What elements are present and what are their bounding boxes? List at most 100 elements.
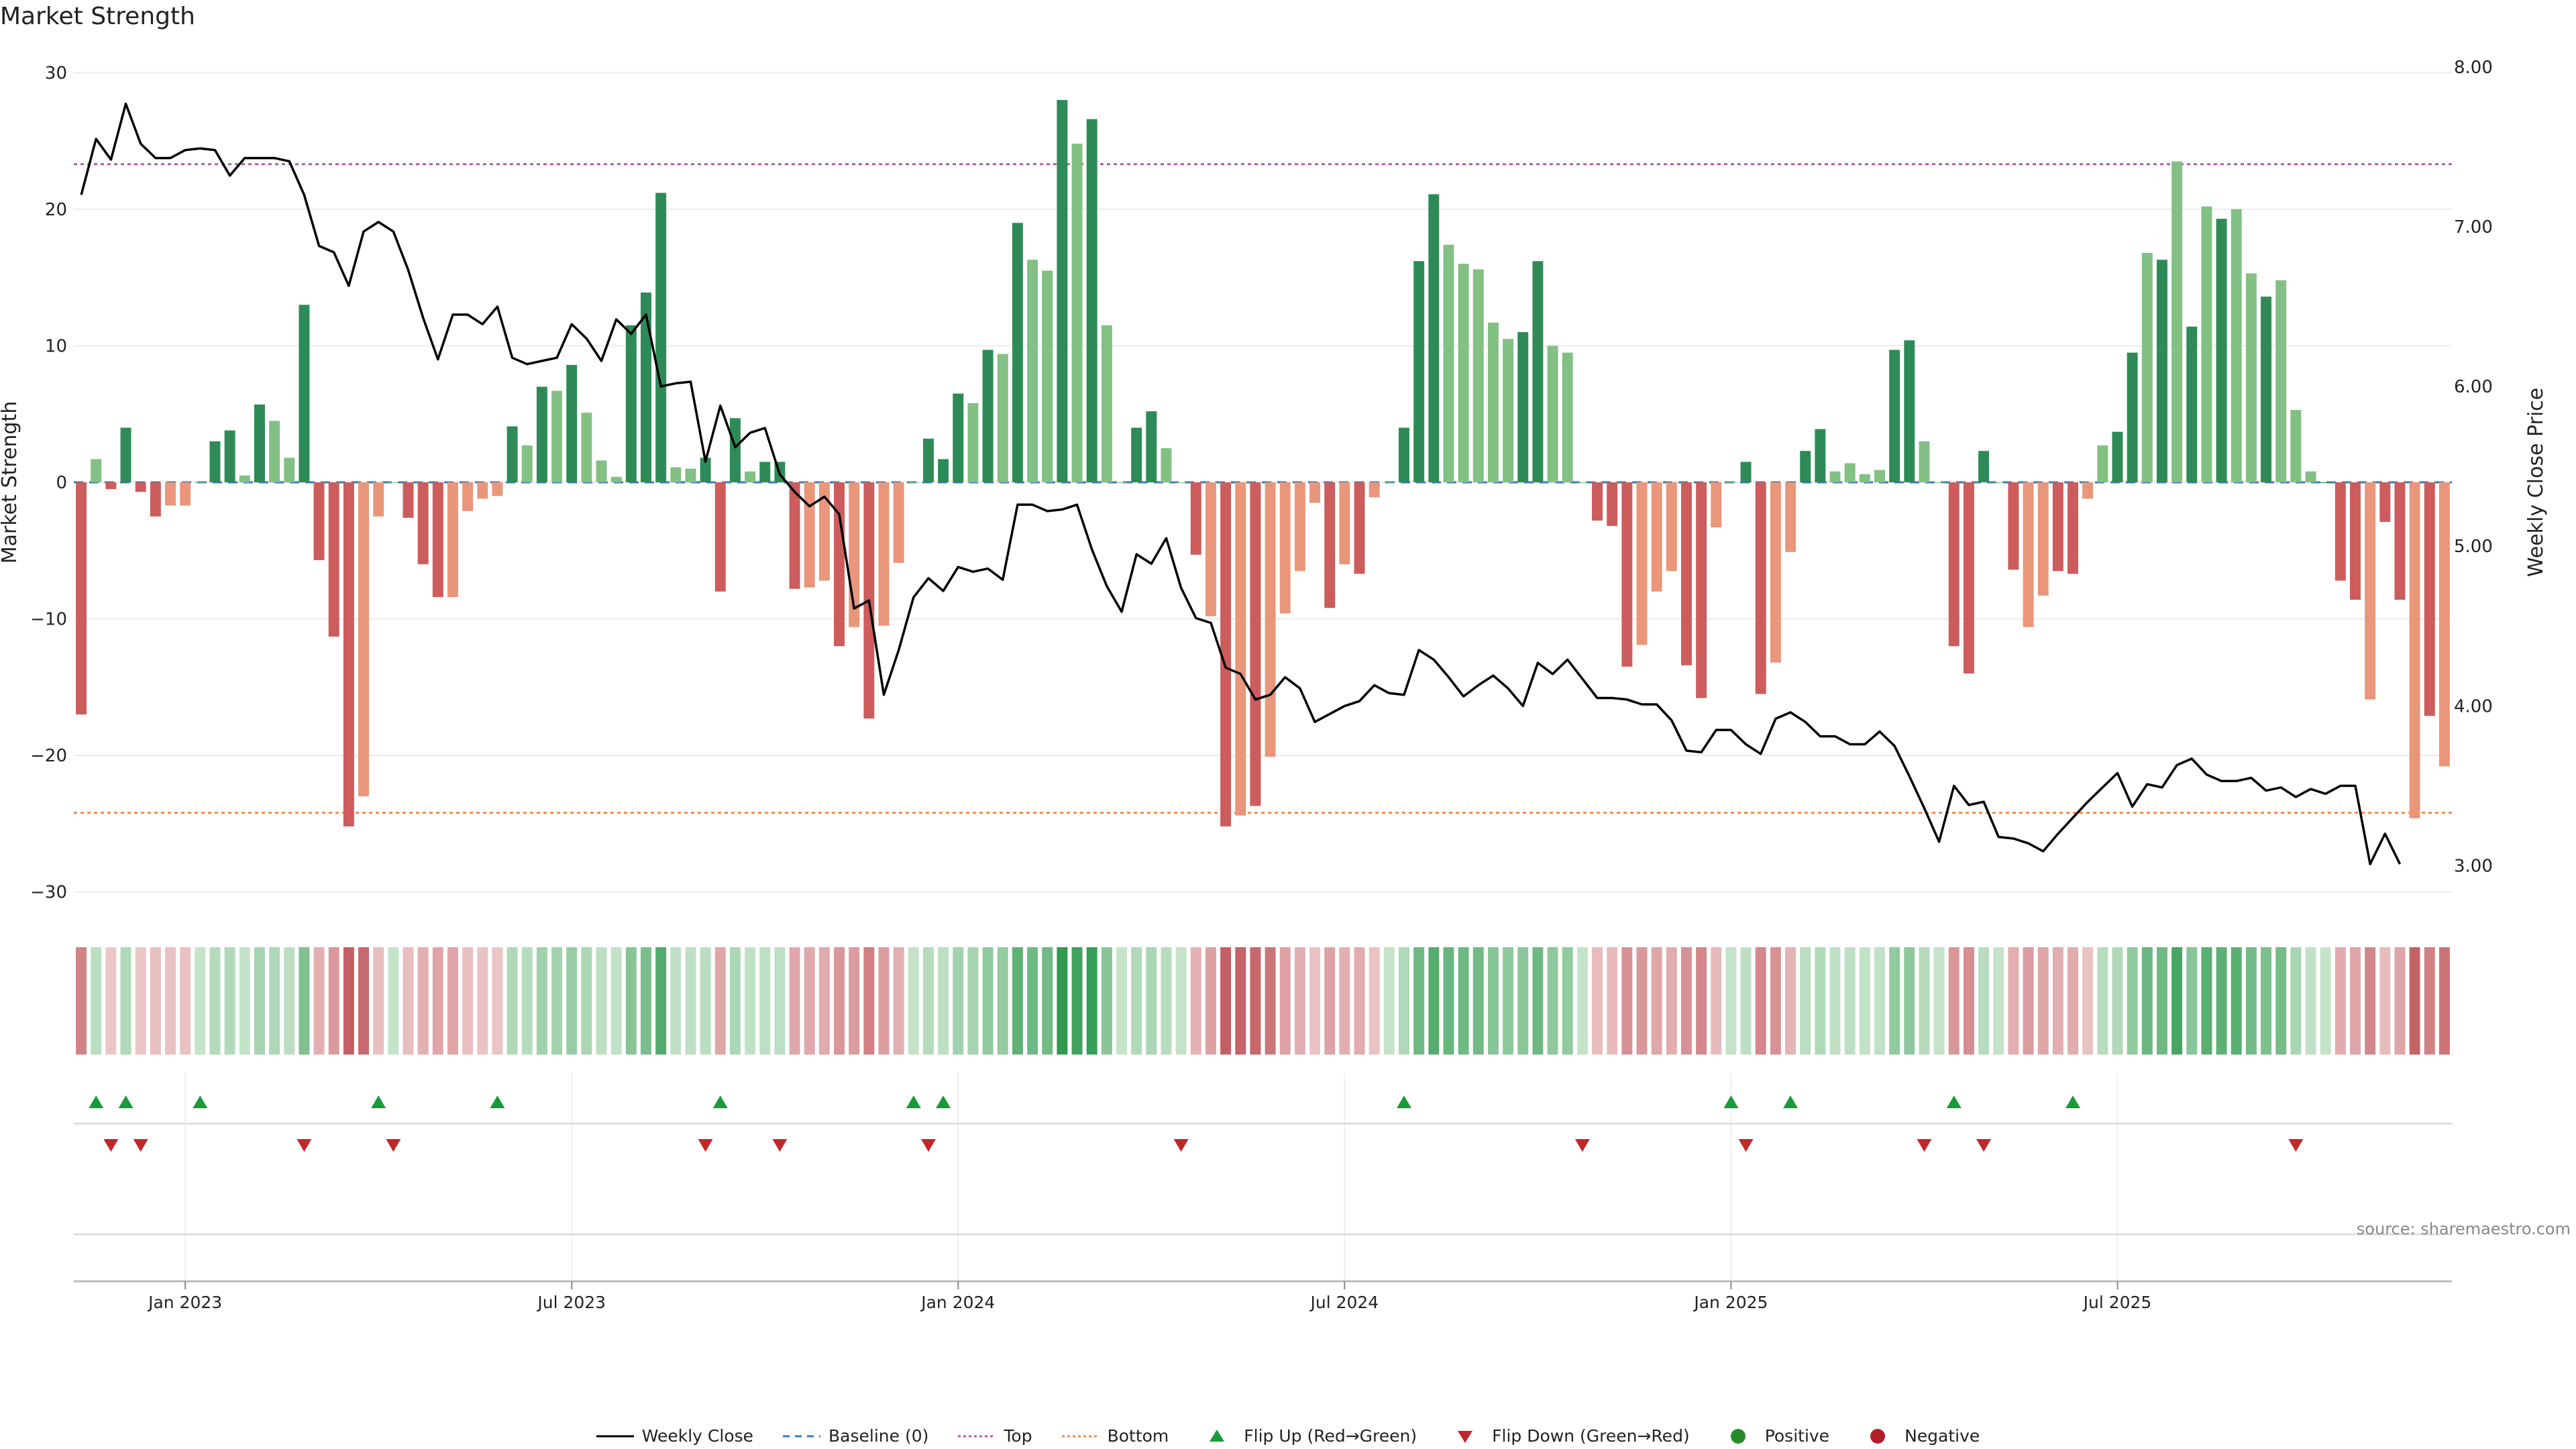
flip-down-marker: [386, 1139, 401, 1152]
strength-bar: [2156, 260, 2167, 482]
heat-cell: [729, 947, 741, 1055]
legend-baseline: Baseline (0): [783, 1426, 928, 1446]
strength-bar: [521, 445, 533, 482]
strength-bar: [641, 292, 651, 482]
heat-cell: [1532, 947, 1544, 1055]
heat-cell: [2290, 947, 2302, 1055]
heat-cell: [1829, 947, 1841, 1055]
flip-up-marker: [1723, 1095, 1739, 1108]
heat-cell: [1101, 947, 1112, 1055]
heat-cell: [804, 947, 815, 1055]
heat-cell: [1621, 947, 1633, 1055]
strength-bar: [581, 413, 592, 482]
heat-cell: [328, 947, 339, 1055]
strength-bar: [2127, 352, 2138, 482]
strength-bar: [2216, 219, 2227, 482]
heat-cell: [1205, 947, 1216, 1055]
x-tick-label: Jan 2024: [920, 1293, 995, 1312]
legend-bottom: Bottom: [1061, 1426, 1169, 1446]
strength-bar: [1696, 482, 1707, 698]
flip-down-marker: [920, 1139, 936, 1152]
heat-cell: [388, 947, 399, 1055]
heat-cell: [2201, 947, 2212, 1055]
strength-bar: [670, 467, 682, 482]
strength-bar: [1428, 194, 1440, 482]
strength-bar: [91, 459, 102, 482]
strength-bar: [908, 482, 919, 483]
strength-bar: [105, 482, 117, 490]
heat-cell: [923, 947, 934, 1055]
strength-bar: [1815, 429, 1826, 482]
legend-flip-up-label: Flip Up (Red→Green): [1244, 1426, 1417, 1446]
heat-cell: [2438, 947, 2450, 1055]
strength-bar: [2141, 253, 2153, 482]
strength-bar: [1279, 482, 1291, 614]
flip-up-marker: [118, 1095, 133, 1108]
legend-baseline-label: Baseline (0): [828, 1426, 929, 1446]
heat-cell: [789, 947, 800, 1055]
strength-bar: [1562, 352, 1573, 482]
heat-cell: [1904, 947, 1915, 1055]
heat-cell: [1547, 947, 1558, 1055]
heat-cell: [2305, 947, 2316, 1055]
strength-bar: [1354, 482, 1365, 574]
heat-cell: [1933, 947, 1945, 1055]
heat-cell: [1562, 947, 1573, 1055]
strength-bar: [1948, 482, 1960, 647]
strength-bar: [1413, 261, 1425, 482]
strength-bar: [373, 482, 384, 517]
flip-up-marker: [371, 1095, 386, 1108]
strength-bar: [2394, 482, 2406, 600]
strength-bar: [1919, 441, 1930, 482]
strength-bar: [2231, 209, 2242, 482]
strength-bar: [209, 441, 221, 482]
heat-cell: [1027, 947, 1038, 1055]
heat-cell: [1190, 947, 1201, 1055]
price-line-group: [80, 102, 2402, 865]
heat-cell: [417, 947, 429, 1055]
strength-bar: [195, 482, 206, 483]
heat-cell: [1383, 947, 1395, 1055]
strength-bar: [343, 482, 354, 826]
strength-bar: [759, 462, 771, 482]
heat-cell: [1576, 947, 1588, 1055]
strength-bar: [1904, 340, 1915, 482]
legend-positive: Positive: [1719, 1426, 1829, 1446]
strength-bar: [685, 468, 696, 482]
strength-bar: [1368, 482, 1380, 498]
heat-cell: [150, 947, 161, 1055]
heat-cell: [432, 947, 443, 1055]
heat-cell: [1131, 947, 1142, 1055]
reference-lines: [74, 163, 2452, 814]
heat-cell: [2127, 947, 2138, 1055]
strength-bar: [1621, 482, 1633, 667]
flip-down-marker: [1738, 1139, 1754, 1152]
heat-cell: [521, 947, 533, 1055]
heat-cell: [2320, 947, 2331, 1055]
heat-strip: [76, 947, 2450, 1055]
strength-bar: [1829, 471, 1841, 482]
heat-cell: [938, 947, 949, 1055]
heat-cell: [1503, 947, 1514, 1055]
strength-bar: [120, 427, 131, 482]
strength-bar: [938, 459, 949, 482]
heat-cell: [1487, 947, 1499, 1055]
heat-cell: [1919, 947, 1930, 1055]
strength-bar: [1547, 345, 1558, 482]
strength-bar: [1086, 119, 1097, 483]
strength-bar: [596, 460, 607, 482]
y2-tick-label: 5.00: [2454, 537, 2493, 557]
strength-bar: [2037, 482, 2049, 596]
y-tick-label: 0: [56, 473, 67, 493]
strength-bar: [1265, 482, 1276, 757]
strength-bar: [610, 476, 622, 482]
strength-bar: [2112, 431, 2123, 482]
heat-cell: [581, 947, 592, 1055]
strength-bar: [1324, 482, 1336, 608]
heat-cell: [1309, 947, 1321, 1055]
heat-cell: [1874, 947, 1885, 1055]
heat-cell: [1696, 947, 1707, 1055]
heat-cell: [1725, 947, 1737, 1055]
heat-cell: [834, 947, 845, 1055]
heat-cell: [209, 947, 221, 1055]
